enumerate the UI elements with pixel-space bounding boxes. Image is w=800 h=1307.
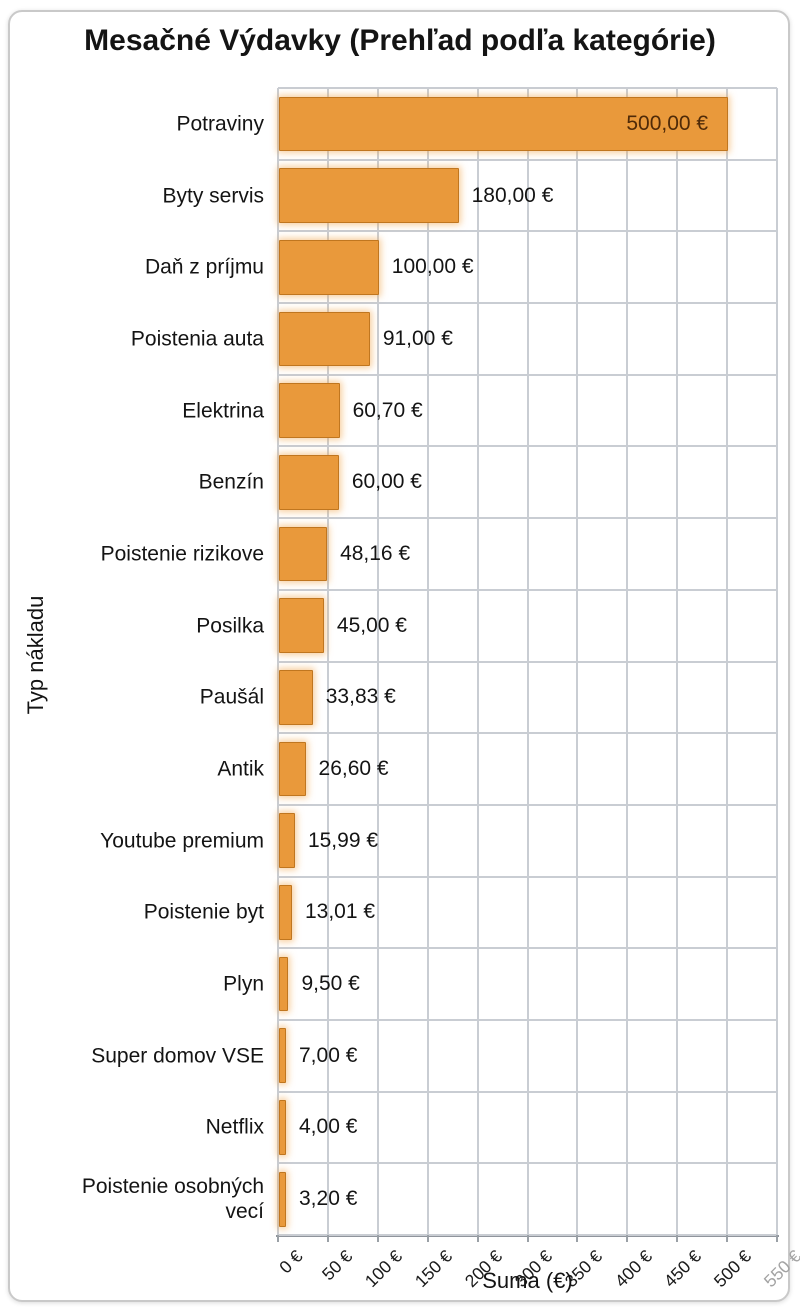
value-label: 60,70 € xyxy=(352,398,423,422)
value-label: 26,60 € xyxy=(318,757,389,781)
gridline-horizontal xyxy=(278,87,777,89)
x-axis-tick xyxy=(526,1235,529,1242)
bar xyxy=(279,1100,286,1155)
value-label: 33,83 € xyxy=(325,685,396,709)
value-label: 60,00 € xyxy=(351,470,422,494)
gridline-horizontal xyxy=(278,230,777,233)
x-axis-tick xyxy=(576,1235,579,1242)
bar xyxy=(279,741,306,797)
value-label: 48,16 € xyxy=(340,541,411,565)
category-label: Benzín xyxy=(198,470,264,494)
x-axis-tick xyxy=(726,1235,729,1242)
bar xyxy=(279,1171,286,1227)
bar xyxy=(279,168,459,223)
gridline-horizontal xyxy=(278,517,777,520)
category-label: Paušál xyxy=(199,685,264,709)
value-label: 4,00 € xyxy=(299,1115,358,1139)
value-label: 500,00 € xyxy=(626,111,709,135)
gridline-horizontal xyxy=(278,1090,777,1093)
bar xyxy=(279,526,328,582)
category-label: Daň z príjmu xyxy=(144,255,264,279)
bar xyxy=(279,96,729,152)
x-axis-tick xyxy=(326,1235,329,1242)
bar xyxy=(279,670,313,725)
category-label: Posilka xyxy=(196,614,264,638)
value-label: 13,01 € xyxy=(304,900,376,924)
category-label: Netflix xyxy=(205,1115,264,1139)
x-axis-tick xyxy=(476,1235,479,1242)
gridline-horizontal xyxy=(278,1162,777,1165)
x-axis-tick xyxy=(426,1235,429,1242)
bar xyxy=(279,1028,286,1084)
category-label: Super domov VSE xyxy=(91,1044,264,1068)
bar xyxy=(279,885,292,940)
value-label: 3,20 € xyxy=(299,1187,358,1211)
gridline-horizontal xyxy=(278,302,777,305)
category-label: Byty servis xyxy=(162,183,264,207)
value-label: 100,00 € xyxy=(391,255,474,279)
value-label: 15,99 € xyxy=(307,828,379,852)
bar xyxy=(279,383,340,438)
category-label: Poistenie osobných vecí xyxy=(81,1174,264,1224)
gridline-horizontal xyxy=(278,158,777,161)
bar xyxy=(279,956,289,1012)
bar xyxy=(279,598,324,653)
x-axis-tick xyxy=(626,1235,629,1242)
value-label: 45,00 € xyxy=(336,613,407,637)
gridline-horizontal xyxy=(278,803,777,806)
category-label: Plyn xyxy=(223,972,264,996)
value-label: 7,00 € xyxy=(299,1043,358,1067)
category-label: Elektrina xyxy=(182,399,264,422)
bar xyxy=(279,239,379,295)
plot-area xyxy=(276,87,779,1242)
category-label: Poistenie byt xyxy=(143,900,264,924)
chart-title: Mesačné Výdavky (Prehľad podľa kategórie… xyxy=(84,24,716,57)
category-label: Poistenie rizikove xyxy=(100,542,264,566)
x-axis-tick xyxy=(277,1235,279,1242)
x-axis-tick xyxy=(776,1235,778,1242)
category-label: Youtube premium xyxy=(100,829,264,853)
x-axis-tick xyxy=(676,1235,679,1242)
gridline-horizontal xyxy=(278,445,777,448)
gridline-horizontal xyxy=(278,732,777,735)
gridline-horizontal xyxy=(278,947,777,950)
x-axis-title: Suma (€) xyxy=(482,1268,573,1293)
bar xyxy=(279,813,295,869)
gridline-horizontal xyxy=(278,1018,777,1021)
value-label: 180,00 € xyxy=(471,183,554,207)
category-label: Potraviny xyxy=(176,112,264,136)
category-label: Poistenia auta xyxy=(130,327,264,351)
category-label: Antik xyxy=(217,757,264,781)
value-label: 9,50 € xyxy=(301,972,360,996)
value-label: 91,00 € xyxy=(382,326,453,350)
x-axis-tick xyxy=(376,1235,379,1242)
bar xyxy=(279,454,339,510)
bar xyxy=(279,311,370,367)
gridline-horizontal xyxy=(278,588,777,591)
gridline-horizontal xyxy=(278,373,777,376)
gridline-horizontal xyxy=(278,875,777,878)
gridline-horizontal xyxy=(278,660,777,663)
y-axis-title: Typ nákladu xyxy=(23,595,48,715)
gridline-vertical xyxy=(776,88,778,1235)
